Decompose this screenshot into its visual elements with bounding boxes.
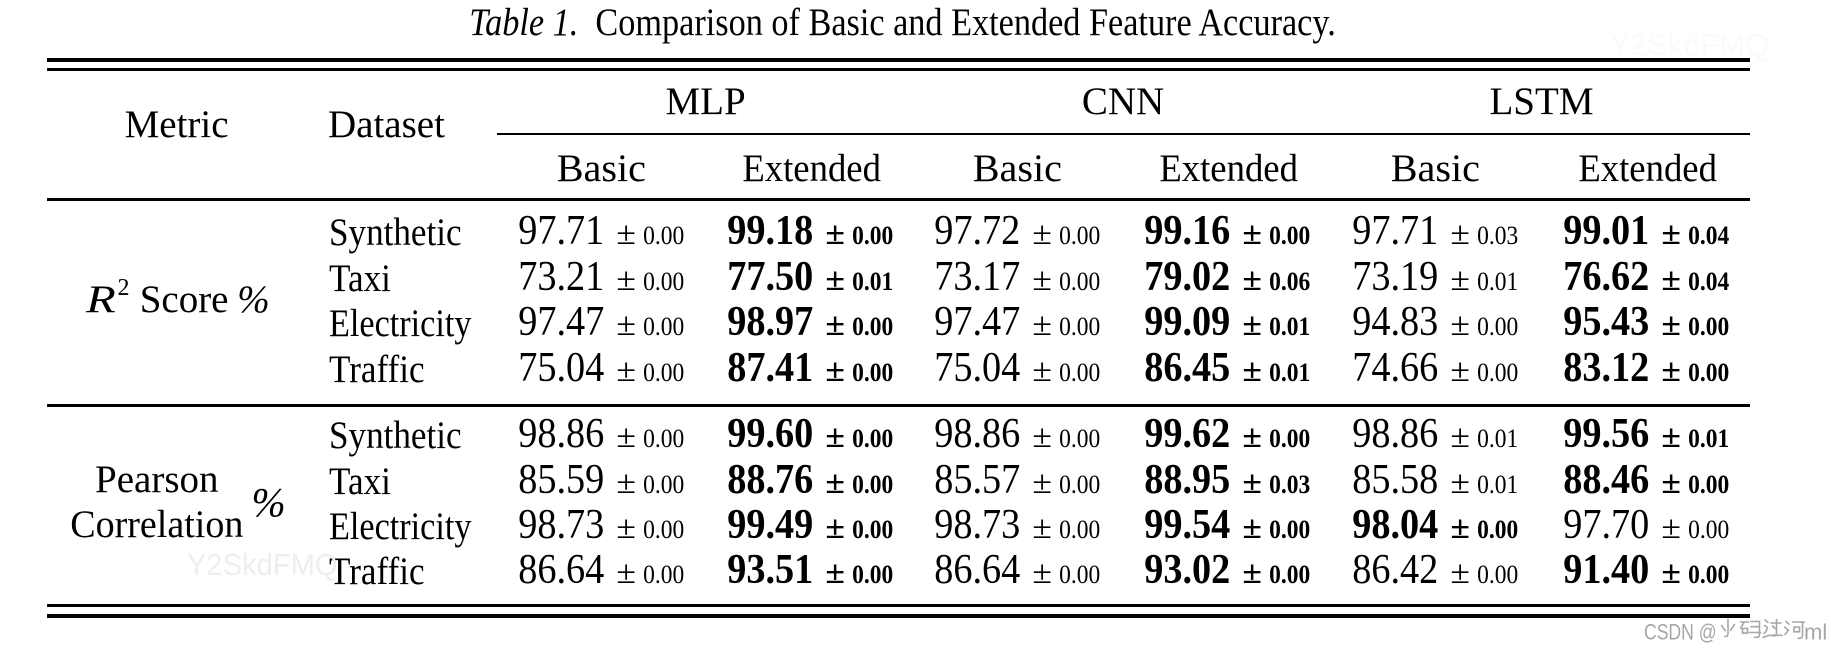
svg-text:CSDN @: CSDN @ [1644,621,1717,645]
svg-text:ml: ml [1804,620,1827,645]
